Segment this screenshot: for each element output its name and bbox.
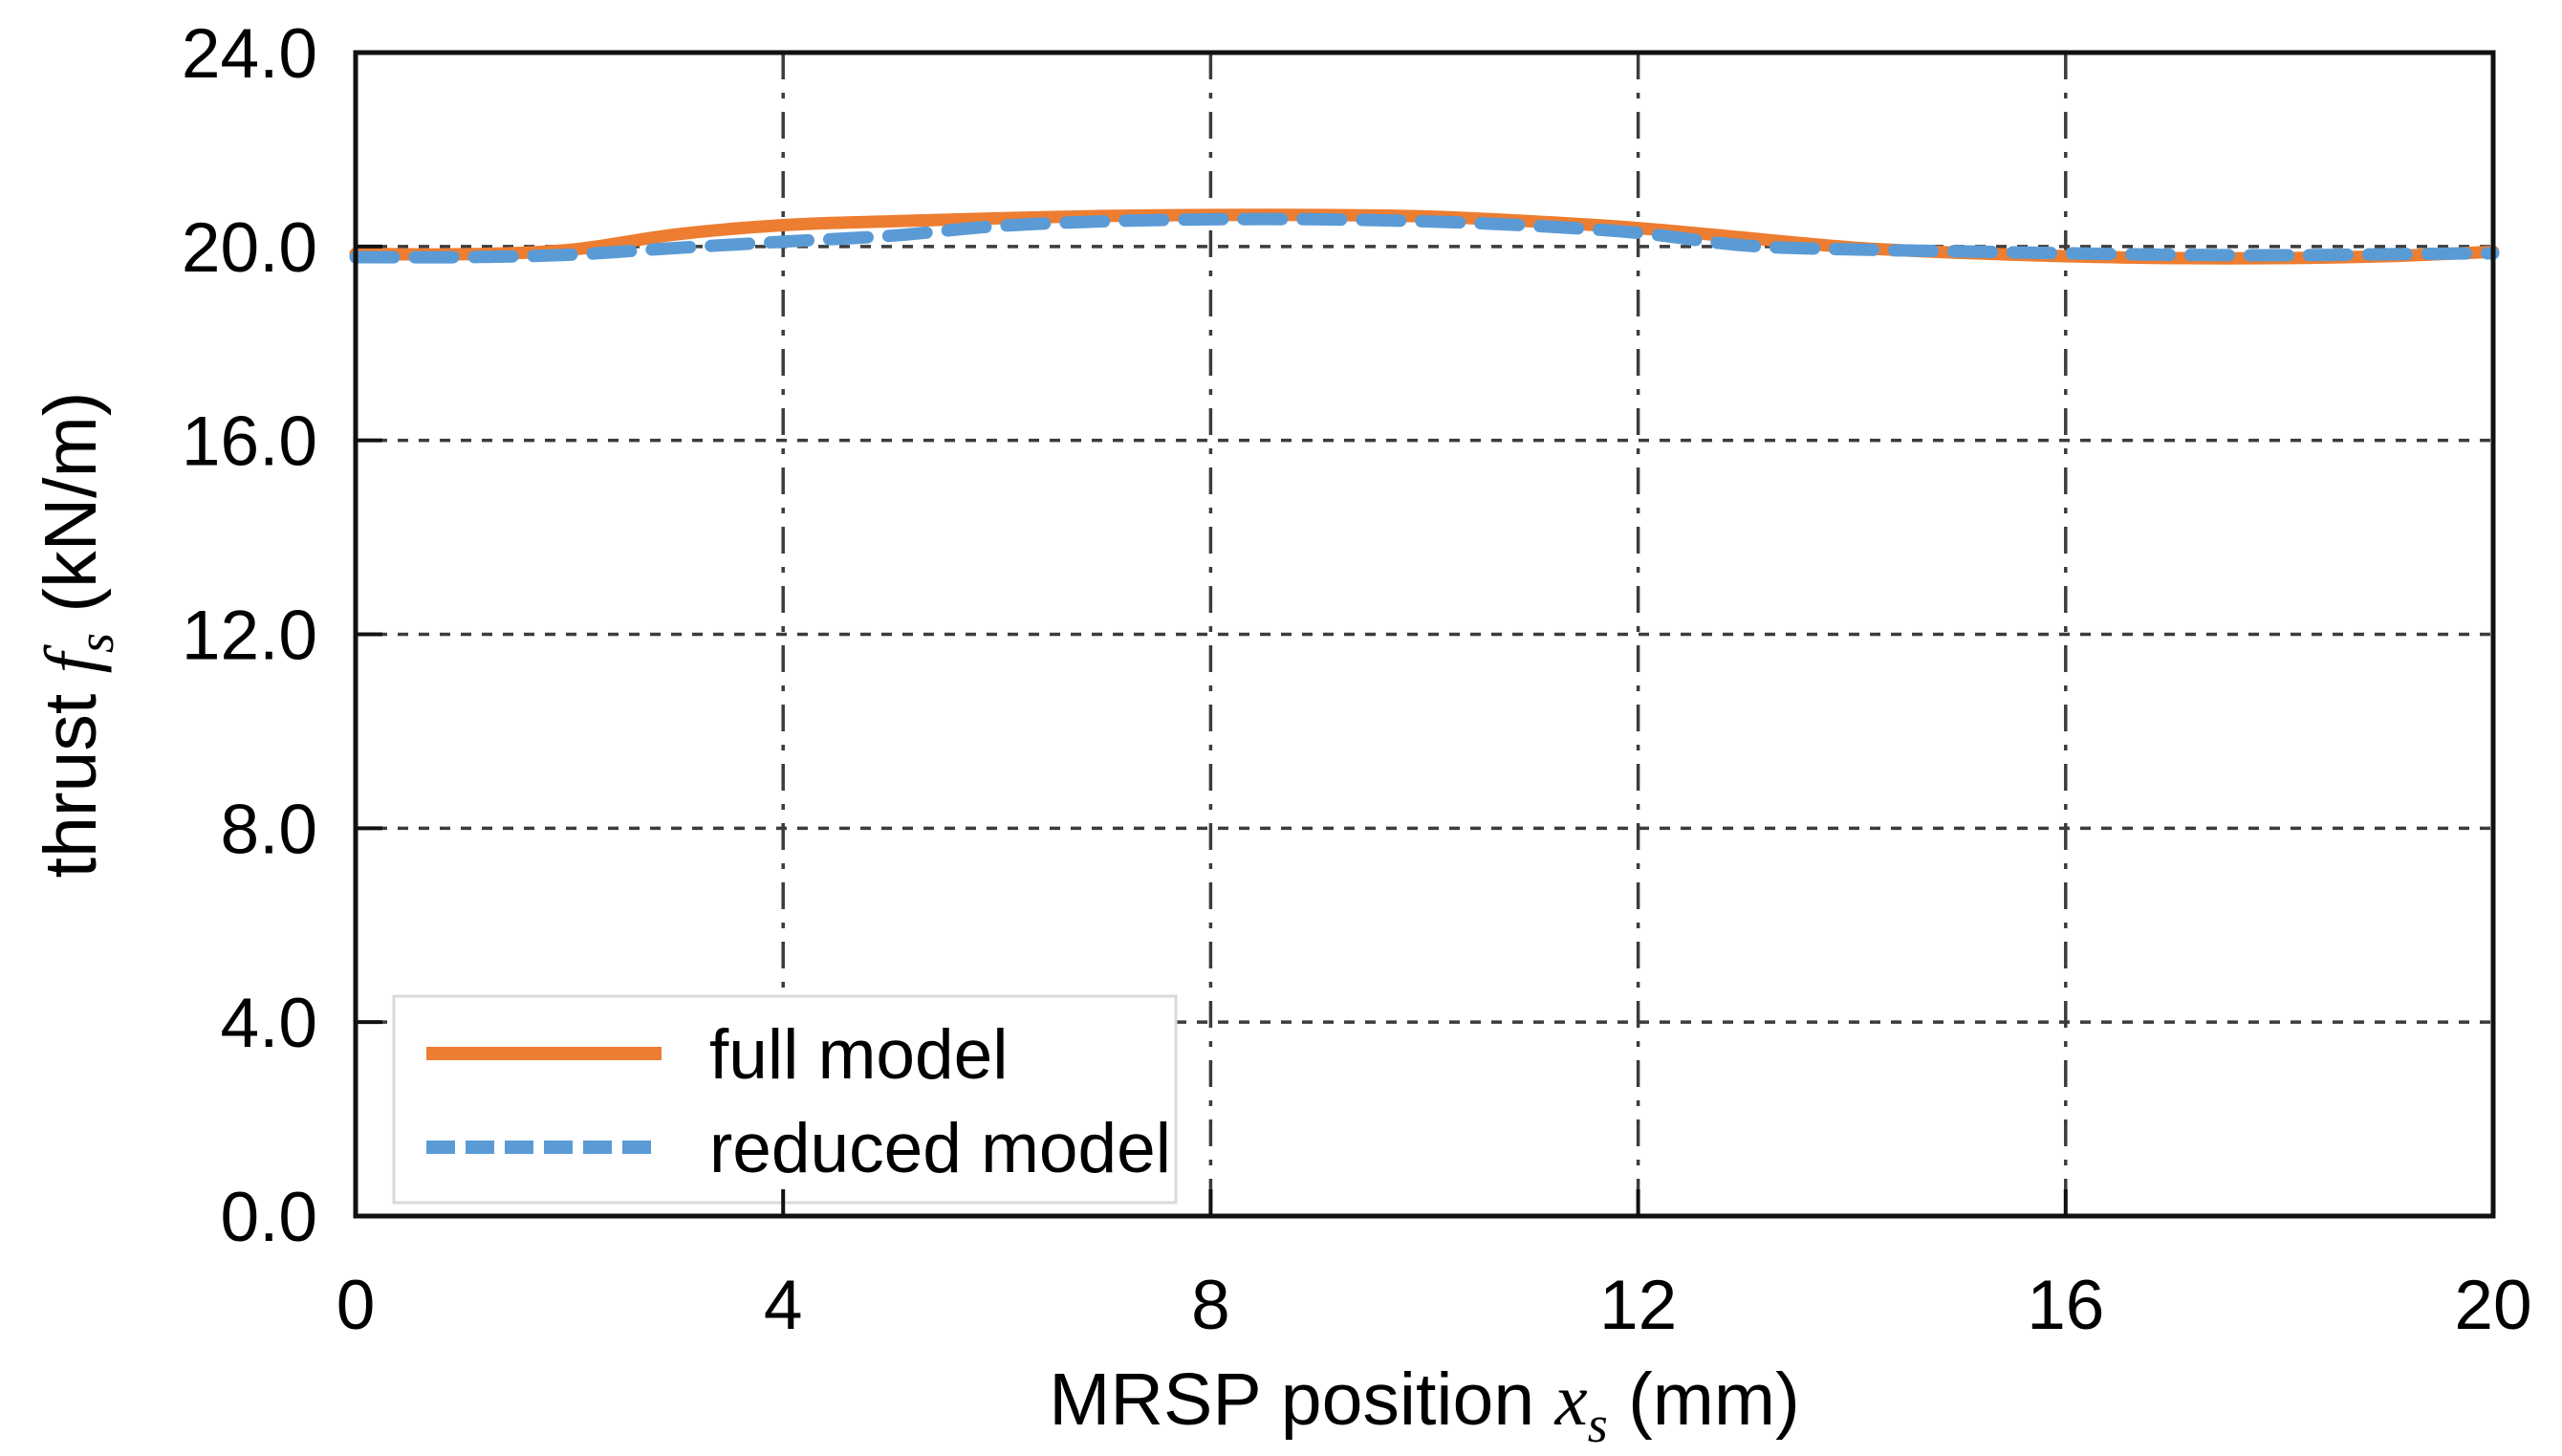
x-tick-label: 16 [2027, 1267, 2104, 1344]
legend: full model reduced model [426, 1016, 1171, 1187]
series-line-reduced-model [349, 212, 2500, 264]
x-tick-label: 20 [2454, 1267, 2531, 1344]
legend-box [392, 994, 1178, 1205]
x-tick-label: 0 [337, 1267, 376, 1344]
legend-label-full-model: full model [709, 1016, 1008, 1094]
y-tick-label: 4.0 [221, 985, 317, 1062]
axis-ticks [354, 51, 2495, 1218]
tick-labels: 0.0 4.0 8.0 12.0 16.0 20.0 24.0 0 4 8 12 16 20 [182, 15, 2532, 1344]
x-tick-label: 4 [764, 1267, 803, 1344]
y-tick-label: 12.0 [182, 598, 317, 675]
x-tick-label: 8 [1191, 1267, 1230, 1344]
y-tick-label: 8.0 [221, 791, 317, 868]
y-axis-title: thrust fs (kN/m) [30, 392, 124, 879]
series-curves [349, 208, 2500, 265]
y-tick-label: 16.0 [182, 403, 317, 481]
y-tick-label: 0.0 [221, 1179, 317, 1256]
legend-label-reduced-model: reduced model [709, 1110, 1171, 1187]
x-axis-title: MRSP position xs (mm) [1049, 1358, 1799, 1453]
x-tick-label: 12 [1599, 1267, 1677, 1344]
y-tick-label: 20.0 [182, 209, 317, 287]
y-tick-label: 24.0 [182, 15, 317, 93]
